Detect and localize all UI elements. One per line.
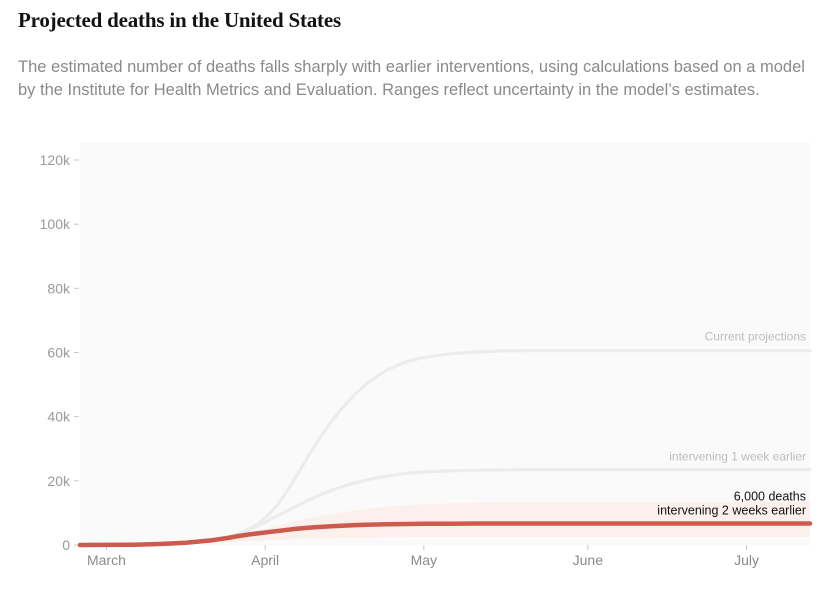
chart-title: Projected deaths in the United States <box>18 8 341 32</box>
y-tick-label: 120k <box>40 152 71 168</box>
y-tick-label: 80k <box>47 280 71 296</box>
x-tick-label: June <box>573 552 604 568</box>
x-tick-label: March <box>87 552 126 568</box>
chart-subtitle: The estimated number of deaths falls sha… <box>18 58 805 99</box>
label-6000-deaths: 6,000 deaths <box>734 490 806 504</box>
x-tick-label: May <box>411 552 437 568</box>
y-tick-label: 0 <box>62 537 70 553</box>
label-current-projections: Current projections <box>705 330 806 344</box>
label-intervening-1-week: intervening 1 week earlier <box>669 450 806 464</box>
x-tick-label: July <box>734 552 759 568</box>
y-tick-label: 100k <box>40 216 71 232</box>
series-line-2-weeks <box>77 521 813 548</box>
plot-background <box>80 143 810 545</box>
label-intervening-2-weeks: intervening 2 weeks earlier <box>657 504 806 518</box>
x-tick-label: April <box>251 552 279 568</box>
y-tick-label: 40k <box>47 409 71 425</box>
y-tick-label: 20k <box>47 473 71 489</box>
y-tick-label: 60k <box>47 345 71 361</box>
